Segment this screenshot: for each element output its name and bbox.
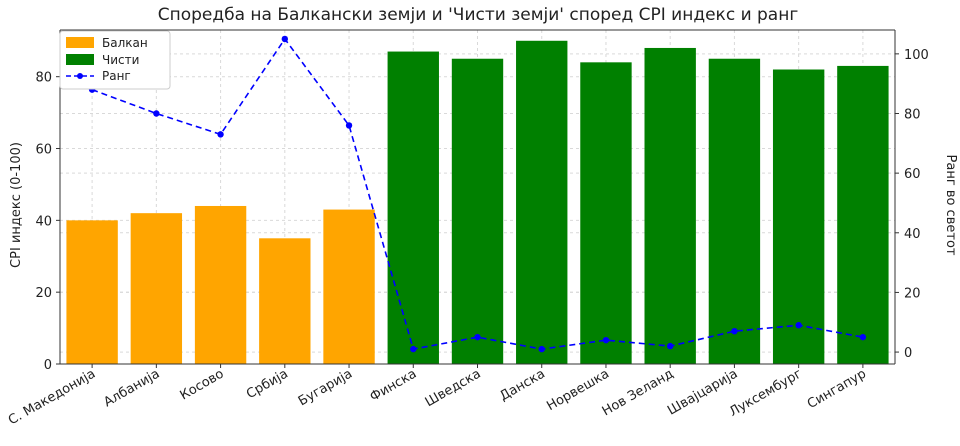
y-right-tick-label-60: 60 — [904, 167, 921, 182]
y-right-tick-label-20: 20 — [904, 286, 921, 301]
rank-point-10 — [731, 327, 738, 335]
legend-label-clean: Чисти — [102, 53, 139, 67]
rank-point-1 — [153, 110, 160, 117]
x-tick-label-1: Албанија — [101, 366, 162, 410]
x-tick-label-0: С. Македонија — [6, 366, 98, 428]
x-tick-label-3: Србија — [244, 366, 291, 402]
legend-swatch-clean — [66, 54, 94, 65]
rank-point-11 — [795, 322, 802, 329]
legend: Балкан Чисти Ранг — [59, 30, 171, 90]
legend-swatch-rank-marker — [77, 73, 83, 79]
chart-title: Споредба на Балкански земји и 'Чисти зем… — [158, 5, 799, 25]
y-axis-left-label: CPI индекс (0-100) — [9, 142, 24, 268]
bar-clean-6 — [451, 58, 504, 365]
bar-clean-10 — [708, 58, 761, 365]
bar-balkan-2 — [194, 205, 247, 364]
x-tick-label-5: Финска — [368, 366, 420, 405]
x-tick-label-4: Бугарија — [296, 366, 355, 409]
bars-layer — [66, 40, 889, 365]
rank-point-4 — [345, 122, 353, 129]
bar-balkan-0 — [66, 220, 118, 364]
bar-clean-12 — [837, 65, 889, 365]
bar-clean-7 — [516, 40, 568, 364]
bar-balkan-3 — [259, 238, 311, 364]
rank-line-layer — [88, 35, 867, 353]
x-tick-label-12: Сингапур — [805, 366, 869, 412]
y-left-tick-label-40: 40 — [35, 214, 52, 229]
rank-point-7 — [538, 345, 545, 353]
x-tick-label-2: Косово — [178, 366, 227, 403]
y-left-tick-label-0: 0 — [44, 358, 52, 373]
x-tick-label-9: Нов Зеланд — [600, 366, 676, 419]
y-axis-right-label: Ранг во светот — [943, 155, 958, 256]
x-tick-label-7: Данска — [497, 366, 547, 404]
y-left-tick-label-20: 20 — [35, 286, 52, 301]
bar-clean-9 — [644, 47, 696, 364]
bar-clean-8 — [580, 62, 632, 365]
rank-point-5 — [410, 345, 417, 353]
bar-balkan-4 — [323, 209, 375, 364]
rank-point-8 — [602, 336, 610, 344]
rank-point-6 — [474, 333, 481, 341]
legend-label-balkan: Балкан — [102, 36, 148, 50]
y-right-tick-label-100: 100 — [904, 48, 929, 63]
bar-clean-5 — [387, 51, 439, 364]
y-right-tick-label-40: 40 — [904, 227, 921, 242]
rank-point-2 — [217, 131, 224, 138]
x-tick-label-11: Луксембург — [727, 366, 805, 420]
rank-point-9 — [666, 342, 674, 350]
y-left-tick-label-60: 60 — [35, 143, 52, 158]
legend-swatch-balkan — [66, 37, 94, 48]
rank-point-3 — [281, 35, 289, 43]
y-left-tick-label-80: 80 — [35, 71, 52, 86]
x-tick-label-6: Шведска — [423, 366, 484, 410]
rank-point-12 — [859, 333, 867, 341]
bar-clean-11 — [772, 69, 825, 365]
bar-balkan-1 — [130, 213, 183, 364]
y-right-tick-label-80: 80 — [904, 108, 921, 123]
legend-label-rank: Ранг — [102, 69, 131, 83]
y-right-tick-label-0: 0 — [904, 346, 912, 361]
